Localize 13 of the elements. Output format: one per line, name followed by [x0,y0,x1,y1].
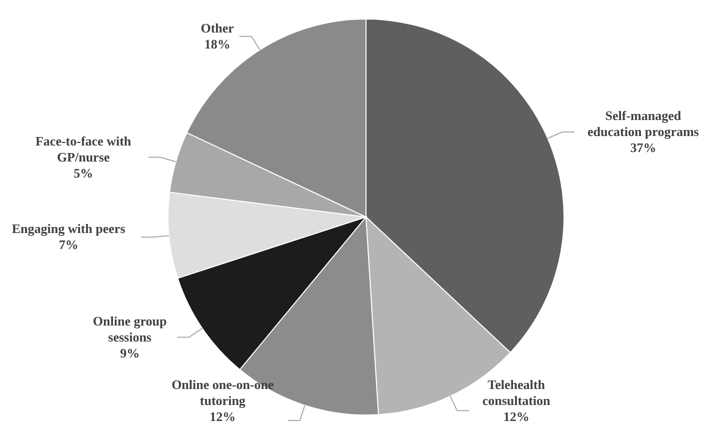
slice-label: Face-to-face with GP/nurse [35,133,132,164]
slice-label: Online group sessions [92,313,167,344]
data-label: 7% [58,237,78,252]
data-label: 9% [120,345,140,360]
data-label: 37% [630,140,656,156]
slice-label: Self-managed education programs [588,108,699,140]
data-label: 5% [74,165,94,180]
data-label: 18% [204,36,230,52]
slice-label: Engaging with peers [12,221,126,236]
slice-label: Other [200,20,234,36]
data-label: 12% [210,409,236,424]
slice-label: Telehealth consultation [482,377,552,408]
data-label: 12% [503,409,530,424]
